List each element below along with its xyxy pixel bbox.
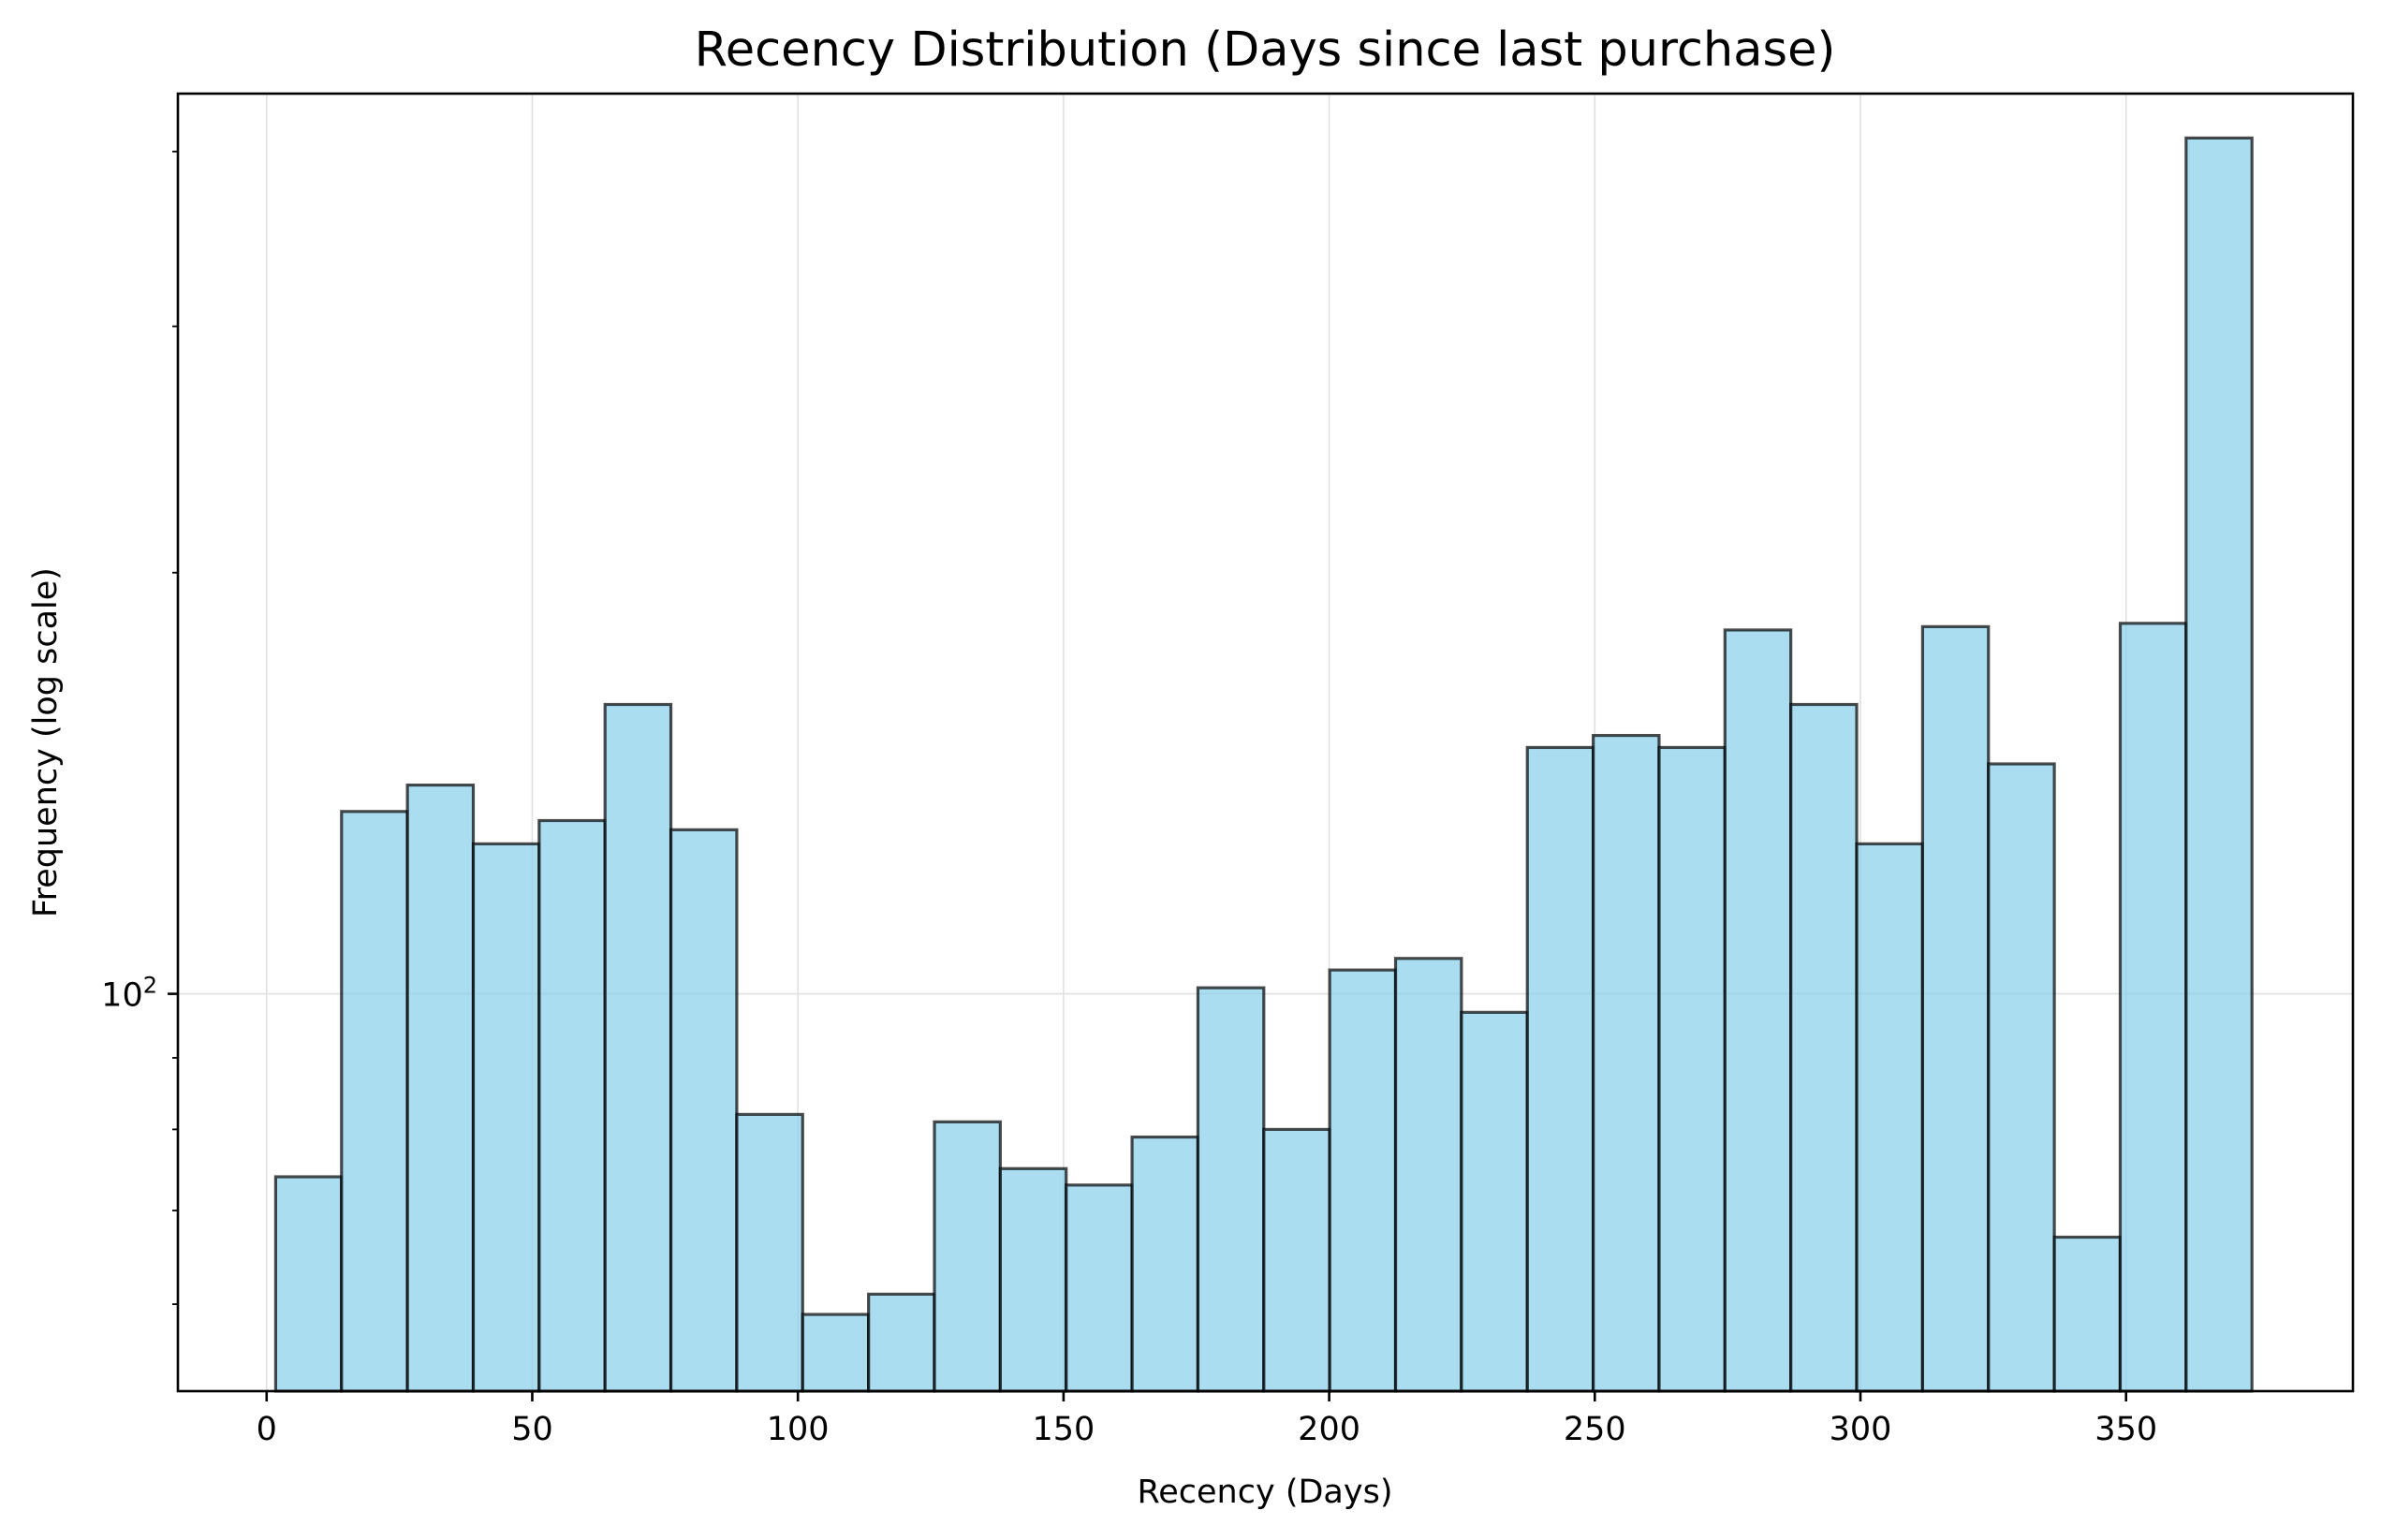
histogram-bar <box>1460 1010 1529 1393</box>
histogram-bar <box>537 818 607 1393</box>
histogram-bar <box>1920 624 1991 1393</box>
histogram-bar <box>1328 968 1398 1393</box>
x-tick-label: 150 <box>1032 1411 1095 1448</box>
histogram-bar <box>340 810 409 1393</box>
y-tick-label: 102 <box>101 973 157 1015</box>
histogram-bar <box>405 783 476 1393</box>
x-axis-label: Recency (Days) <box>1138 1474 1393 1511</box>
histogram-bar <box>998 1166 1068 1393</box>
x-tick-label: 0 <box>257 1411 277 1448</box>
histogram-bar <box>1855 842 1924 1393</box>
histogram-bar <box>933 1120 1002 1393</box>
histogram-bar <box>2118 622 2188 1393</box>
x-tick-label: 50 <box>511 1411 553 1448</box>
x-tick-label: 200 <box>1298 1411 1360 1448</box>
histogram-bar <box>603 702 673 1393</box>
histogram-bar <box>1130 1135 1200 1393</box>
histogram-bar <box>1789 702 1859 1393</box>
histogram-bar <box>1262 1127 1331 1393</box>
histogram-bar <box>1196 986 1266 1393</box>
histogram-bar <box>471 842 541 1393</box>
histogram-bar <box>1525 745 1595 1393</box>
histogram-bar <box>1657 745 1727 1393</box>
histogram-bar <box>669 828 739 1393</box>
histogram-bar <box>1591 733 1661 1393</box>
x-tick-label: 250 <box>1564 1411 1626 1448</box>
histogram-bar <box>273 1175 344 1393</box>
x-tick-label: 350 <box>2094 1411 2157 1448</box>
plot-frame <box>176 92 2355 1393</box>
histogram-bars <box>273 136 2254 1393</box>
histogram-bar <box>1987 762 2056 1393</box>
histogram-bar <box>1065 1183 1134 1393</box>
histogram-bar <box>2184 136 2254 1393</box>
x-tick-label: 300 <box>1830 1411 1892 1448</box>
x-tick-label: 100 <box>767 1411 830 1448</box>
histogram-bar <box>735 1112 804 1393</box>
histogram-bar <box>801 1313 871 1393</box>
histogram-bar <box>1393 957 1463 1393</box>
histogram-bar <box>867 1292 936 1393</box>
histogram-bar <box>1723 628 1793 1393</box>
chart-title: Recency Distribution (Days since last pu… <box>695 22 1836 78</box>
y-axis-label: Frequency (log scale) <box>27 567 65 917</box>
histogram-bar <box>2052 1235 2123 1393</box>
axis-ticks: 0 50 100 150 200 250 300 350 102 <box>101 150 2157 1448</box>
